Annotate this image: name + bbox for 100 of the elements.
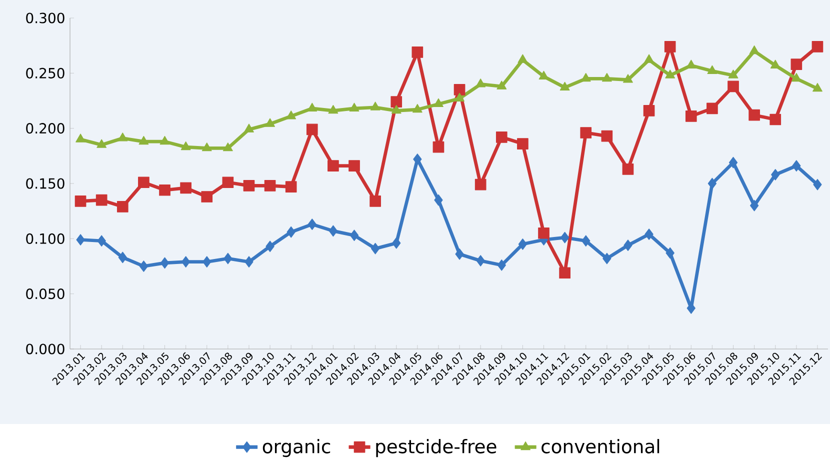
legend-label: pestcide-free: [376, 439, 496, 458]
point: [560, 232, 570, 244]
point: [264, 180, 276, 192]
point: [159, 184, 170, 196]
point: [370, 196, 381, 208]
point: [706, 103, 718, 114]
point: [76, 234, 85, 246]
point: [138, 176, 150, 188]
point: [434, 98, 444, 108]
point: [728, 157, 738, 168]
y-tick-label: 0.300: [26, 12, 64, 24]
point: [285, 181, 297, 193]
point: [476, 78, 486, 88]
point: [412, 104, 422, 113]
point: [138, 136, 149, 145]
point: [308, 218, 316, 230]
point: [813, 179, 822, 190]
point: [222, 176, 234, 188]
point: [644, 54, 654, 64]
legend-label: organic: [262, 439, 330, 458]
point: [770, 114, 782, 126]
point: [728, 70, 738, 79]
point: [349, 103, 360, 112]
point: [412, 46, 424, 58]
y-tick-label: 0.250: [26, 68, 64, 79]
point: [181, 256, 190, 268]
point: [202, 256, 212, 268]
point: [728, 80, 739, 92]
point: [180, 142, 191, 150]
point: [118, 252, 127, 264]
point: [748, 110, 760, 121]
point: [432, 142, 444, 153]
point: [454, 84, 466, 96]
point: [559, 267, 570, 279]
point: [307, 103, 318, 112]
point: [328, 105, 338, 114]
point: [602, 73, 612, 82]
point: [392, 238, 401, 249]
y-tick-label: 0.150: [26, 178, 64, 190]
point: [517, 138, 528, 150]
y-tick-label: 0.200: [26, 123, 64, 134]
point: [750, 200, 759, 212]
y-tick-label: 0.100: [26, 234, 64, 244]
y-tick-label: 0.050: [26, 288, 64, 300]
point: [749, 46, 760, 54]
point: [707, 66, 718, 74]
point: [139, 260, 148, 272]
point: [538, 71, 549, 80]
point: [791, 73, 802, 82]
point: [476, 255, 485, 267]
point: [96, 139, 107, 148]
point: [497, 260, 506, 272]
point: [664, 41, 676, 53]
point: [518, 238, 528, 250]
point: [708, 178, 717, 190]
point: [601, 130, 613, 142]
point: [390, 96, 402, 108]
point: [265, 118, 275, 128]
point: [538, 228, 550, 240]
point: [202, 142, 212, 152]
point: [454, 93, 464, 102]
point: [286, 110, 296, 120]
point: [118, 132, 128, 142]
point: [686, 60, 696, 69]
point: [665, 70, 676, 79]
point: [160, 258, 170, 269]
point: [770, 60, 780, 69]
point: [306, 124, 318, 136]
point: [644, 228, 654, 240]
point: [666, 248, 674, 259]
point: [582, 235, 590, 247]
point: [812, 83, 822, 92]
point: [244, 256, 254, 268]
point: [602, 253, 612, 264]
point: [76, 134, 86, 143]
point: [623, 74, 633, 84]
point: [685, 110, 697, 122]
point: [434, 194, 443, 206]
point: [328, 226, 338, 237]
point: [244, 124, 254, 133]
point: [370, 102, 380, 111]
point: [474, 179, 486, 190]
point: [266, 240, 274, 252]
point: [790, 58, 802, 70]
y-tick-label: 0.000: [26, 344, 64, 355]
point: [286, 226, 296, 238]
point: [224, 253, 232, 264]
point: [160, 136, 170, 145]
point: [74, 196, 86, 208]
point: [496, 80, 507, 90]
point: [643, 105, 655, 117]
point: [97, 235, 106, 247]
point: [222, 142, 233, 152]
point: [243, 180, 255, 192]
point: [455, 248, 464, 260]
point: [812, 41, 824, 53]
point: [624, 240, 632, 252]
point: [560, 82, 570, 91]
point: [496, 132, 508, 144]
point: [201, 191, 213, 203]
